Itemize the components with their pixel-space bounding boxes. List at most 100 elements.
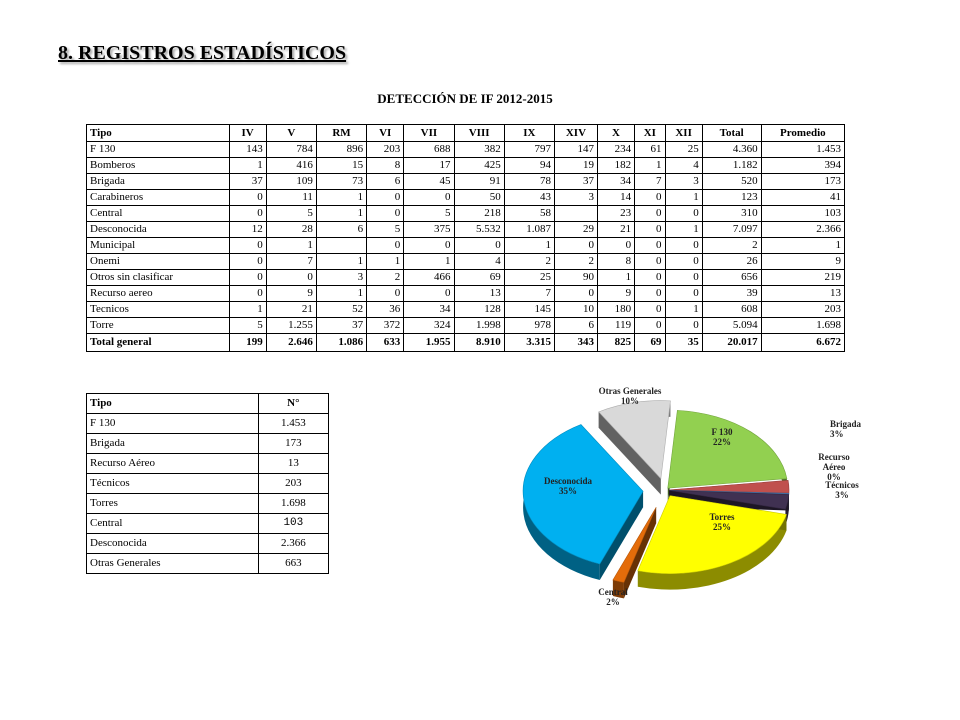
table-cell: 978	[503, 317, 555, 334]
total-cell: 825	[596, 333, 636, 352]
table-cell: 182	[596, 157, 636, 174]
table-cell: 0	[664, 205, 703, 222]
summary-table: Tipo N° F 130 1.453 Brigada 173 Recurso Aéreo…	[86, 393, 330, 574]
table-cell: 608	[701, 301, 762, 318]
table-cell: 9	[760, 253, 846, 270]
table-cell: 143	[228, 141, 267, 158]
pie-slice-label: Técnicos 3%	[825, 480, 859, 500]
table-cell: 73	[315, 173, 368, 190]
table-cell: 23	[596, 205, 636, 222]
table-cell: 1	[315, 285, 368, 302]
pie-slice	[668, 490, 790, 510]
table-cell: 797	[503, 141, 555, 158]
table-cell: 13	[257, 453, 330, 474]
table-cell: 43	[503, 189, 555, 206]
table-row: F 130 1.453	[86, 413, 330, 434]
total-cell: 1.086	[315, 333, 368, 352]
table-cell: 0	[228, 253, 267, 270]
table-cell: 9	[596, 285, 636, 302]
table-cell: 19	[553, 157, 598, 174]
table-cell: 1	[634, 157, 666, 174]
table-cell: 13	[760, 285, 846, 302]
table-cell: Tecnicos	[86, 301, 230, 318]
column-header: Tipo	[86, 124, 230, 142]
table-cell: 1.453	[760, 141, 846, 158]
table-cell: 1.998	[453, 317, 505, 334]
total-cell: 69	[634, 333, 666, 352]
table-cell: 90	[553, 269, 598, 286]
table-cell: 425	[453, 157, 505, 174]
table-cell: 1.087	[503, 221, 555, 238]
pie-slice-wall	[599, 491, 644, 580]
table-cell: 123	[701, 189, 762, 206]
table-cell: 0	[403, 189, 455, 206]
table-cell	[315, 237, 368, 254]
table-cell: 663	[257, 553, 330, 574]
column-header: Tipo	[86, 393, 259, 414]
table-cell: 15	[315, 157, 368, 174]
total-cell: 633	[366, 333, 405, 352]
total-row: Total general 199 2.646 1.086 633 1.955 8.910 3…	[86, 333, 846, 352]
table-cell: Municipal	[86, 237, 230, 254]
table-cell: 0	[228, 285, 267, 302]
table-row: Recurso aereo 0 9 1 0 0 13 7 0 9 0 0 39 13	[86, 285, 846, 302]
table-cell: 21	[596, 221, 636, 238]
table-row: Torre 5 1.255 37 372 324 1.998 978 6 119 0 0 5.094 1.…	[86, 317, 846, 334]
table-cell: 45	[403, 173, 455, 190]
table-cell: 0	[228, 237, 267, 254]
table-cell: 6	[315, 221, 368, 238]
total-cell: 6.672	[760, 333, 846, 352]
table-cell: 94	[503, 157, 555, 174]
column-header: IV	[228, 124, 267, 142]
pie-slice-label: F 130 22%	[712, 427, 733, 447]
table-cell: 4	[453, 253, 505, 270]
table-cell: 1	[664, 301, 703, 318]
table-title: DETECCIÓN DE IF 2012-2015	[377, 91, 553, 106]
column-header: XII	[664, 124, 703, 142]
table-cell: 0	[228, 205, 267, 222]
table-row: Brigada 37 109 73 6 45 91 78 37 34 7 3 520 173	[86, 173, 846, 190]
table-cell: Otras Generales	[86, 553, 259, 574]
pie-slice	[598, 400, 671, 480]
table-cell: 6	[553, 317, 598, 334]
column-header: Total	[701, 124, 762, 142]
table-cell: 0	[366, 189, 405, 206]
table-cell: 0	[553, 237, 598, 254]
table-cell: 145	[503, 301, 555, 318]
summary-header-row: Tipo N°	[86, 393, 330, 414]
table-cell: 17	[403, 157, 455, 174]
table-cell: 7	[265, 253, 317, 270]
column-header: RM	[315, 124, 368, 142]
column-header: V	[265, 124, 317, 142]
table-cell: 394	[760, 157, 846, 174]
table-cell: 0	[634, 285, 666, 302]
table-row: Onemi 0 7 1 1 1 4 2 2 8 0 0 26 9	[86, 253, 846, 270]
table-cell: 34	[596, 173, 636, 190]
total-cell: 35	[664, 333, 703, 352]
table-cell: 0	[634, 221, 666, 238]
table-row: Técnicos 203	[86, 473, 330, 494]
table-cell: 5.094	[701, 317, 762, 334]
table-cell: 1.182	[701, 157, 762, 174]
table-cell: 2	[503, 253, 555, 270]
stats-table-body: F 130 143 784 896 203 688 382 797 147 234 61 25 4.36…	[86, 141, 846, 352]
table-cell: 37	[228, 173, 267, 190]
table-cell: 1	[664, 221, 703, 238]
table-row: Central 103	[86, 513, 330, 534]
table-cell: 26	[701, 253, 762, 270]
table-cell: 29	[553, 221, 598, 238]
table-cell: 1	[403, 253, 455, 270]
table-cell	[553, 205, 598, 222]
table-cell: 1.453	[257, 413, 330, 434]
table-cell: Técnicos	[86, 473, 259, 494]
table-cell: 1	[366, 253, 405, 270]
table-row: F 130 143 784 896 203 688 382 797 147 234 61 25 4.36…	[86, 141, 846, 158]
table-cell: 4	[664, 157, 703, 174]
table-cell: 1	[228, 157, 267, 174]
table-cell: 9	[265, 285, 317, 302]
table-cell: 1	[664, 189, 703, 206]
pie-slice-side	[612, 580, 624, 599]
table-cell: 784	[265, 141, 317, 158]
table-cell: 5.532	[453, 221, 505, 238]
table-cell: 416	[265, 157, 317, 174]
